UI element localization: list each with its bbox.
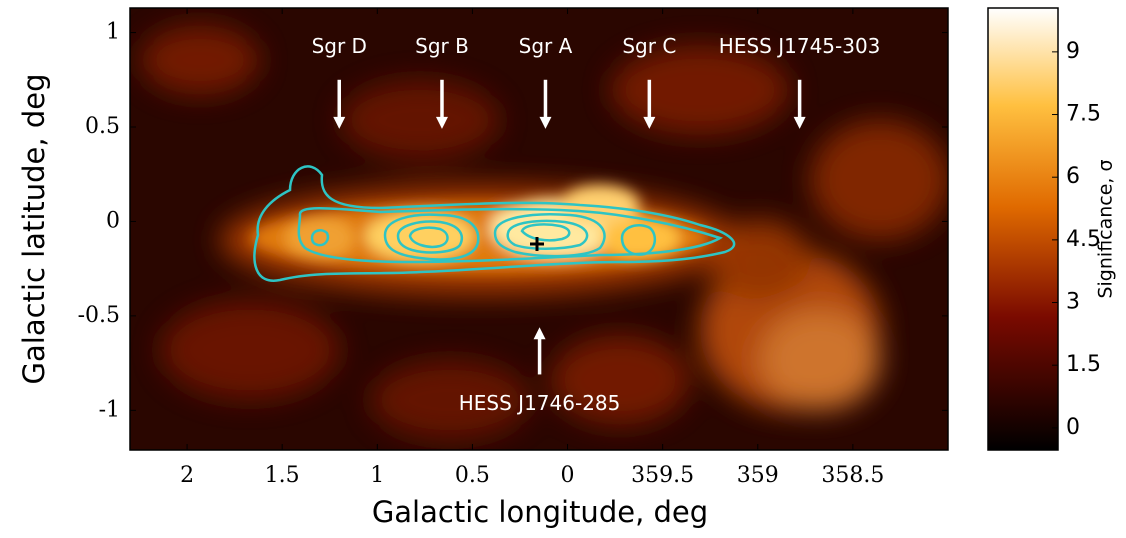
annotation-arrowhead [643, 116, 656, 129]
annotation-label: Sgr B [415, 34, 469, 58]
x-tick-label: 2 [180, 463, 194, 488]
colorbar [987, 7, 1059, 451]
annotation-label: Sgr D [312, 34, 367, 58]
annotation-arrowhead [435, 116, 448, 129]
colorbar-tick-label: 0 [1066, 415, 1080, 440]
significance-map [130, 8, 948, 450]
y-tick-label: -1 [99, 397, 120, 422]
colorbar-tick-label: 7.5 [1066, 102, 1101, 127]
x-tick-label: 358.5 [821, 463, 884, 488]
x-tick-label: 0.5 [455, 463, 490, 488]
plot-frame [129, 7, 949, 451]
y-axis-label: Galactic latitude, deg [17, 74, 51, 385]
y-tick-label: 1 [106, 20, 120, 45]
annotation-arrowhead [793, 116, 806, 129]
annotation-arrowhead [539, 116, 552, 129]
x-tick-label: 1 [370, 463, 384, 488]
x-tick-label: 0 [561, 463, 575, 488]
annotation-label: Sgr C [622, 34, 676, 58]
sgr-a-star-marker [530, 237, 544, 251]
x-tick-label: 1.5 [265, 463, 300, 488]
annotation-arrowhead [333, 116, 346, 129]
y-tick-label: -0.5 [78, 303, 120, 328]
annotation-label: HESS J1745-303 [719, 34, 881, 58]
colorbar-tick-label: 6 [1066, 164, 1080, 189]
annotation-arrowhead [533, 327, 546, 340]
y-tick-label: 0.5 [85, 114, 120, 139]
colorbar-tick-label: 3 [1066, 290, 1080, 315]
colorbar-tick-label: 1.5 [1066, 352, 1101, 377]
x-axis-label: Galactic longitude, deg [372, 495, 708, 529]
x-tick-label: 359 [737, 463, 779, 488]
x-tick-label: 359.5 [631, 463, 694, 488]
annotation-label: Sgr A [519, 34, 573, 58]
colorbar-tick-label: 9 [1066, 39, 1080, 64]
contours [253, 165, 736, 282]
colorbar-tick-label: 4.5 [1066, 227, 1101, 252]
annotation-label: HESS J1746-285 [459, 391, 621, 415]
colorbar-label: Significance, σ [1095, 159, 1117, 298]
y-tick-label: 0 [106, 208, 120, 233]
